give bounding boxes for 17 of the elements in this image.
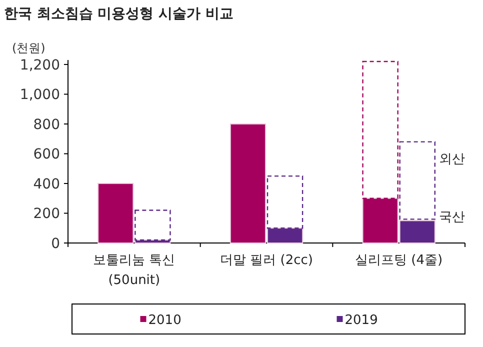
annotation: 외산 [439,152,465,167]
y-tick-label: 1,200 [20,57,60,74]
y-tick-label: 1,000 [20,87,60,104]
bar [134,210,171,241]
x-tick-label: 실리프팅 (4줄) [355,253,443,268]
y-tick-label: 0 [51,236,60,252]
y-tick-label: 400 [33,176,60,192]
y-axis-title: (천원) [12,41,46,55]
x-tick-label: 보툴리눔 톡신 (50unit) [93,253,176,288]
y-tick-label: 200 [33,206,60,222]
x-tick-label: 더말 필러 (2cc) [220,253,313,268]
annotation: 국산 [439,210,465,225]
y-tick-label: 800 [33,116,60,133]
chart-title: 한국 최소침습 미용성형 시술가 비교 [4,6,234,22]
legend-label: 2010 [148,313,182,328]
legend-label: 2019 [344,313,378,328]
y-tick-label: 600 [33,146,60,163]
